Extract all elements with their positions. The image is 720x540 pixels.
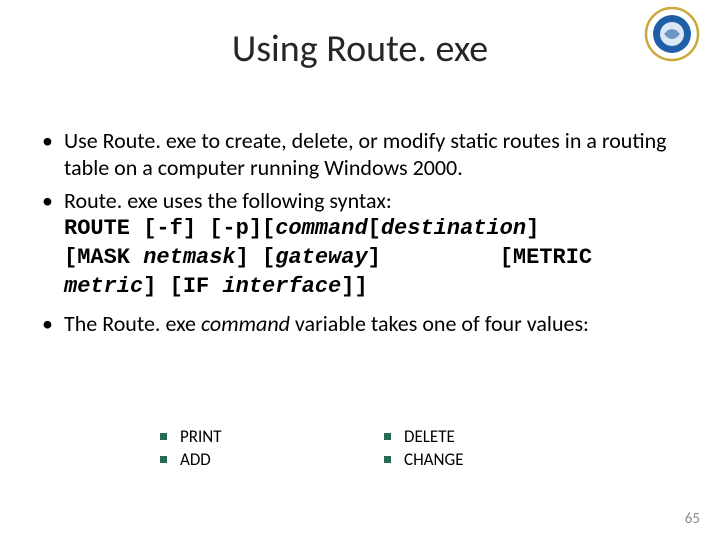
slide-title: Using Route. exe	[0, 0, 720, 72]
slide: Using Route. exe Use Route. exe to creat…	[0, 0, 720, 540]
bullet-item-1: Use Route. exe to create, delete, or mod…	[36, 128, 684, 182]
bullet-3-post: variable takes one of four values:	[290, 310, 589, 337]
syntax-p14: ]]	[341, 274, 367, 299]
syntax-p5: [MASK	[64, 245, 143, 270]
syntax-p4: ]	[526, 216, 539, 241]
syntax-p12: ] [IF	[143, 274, 222, 299]
syntax-p6: netmask	[143, 245, 235, 270]
bullet-item-3: The Route. exe command variable takes on…	[36, 311, 684, 338]
value-delete: DELETE	[380, 426, 604, 449]
syntax-p0: ROUTE [-f] [-p][	[64, 216, 275, 241]
syntax-p8: gateway	[275, 245, 367, 270]
syntax-p9: ]	[368, 245, 381, 270]
values-col-2: DELETE CHANGE	[380, 426, 604, 472]
values-list-2: DELETE CHANGE	[380, 426, 604, 472]
bullet-item-2: Route. exe uses the following syntax: RO…	[36, 188, 684, 301]
page-number: 65	[685, 510, 700, 528]
value-print: PRINT	[156, 426, 380, 449]
syntax-p11: metric	[64, 274, 143, 299]
bullet-list: Use Route. exe to create, delete, or mod…	[36, 128, 684, 338]
org-seal-logo	[644, 6, 700, 62]
slide-body: Use Route. exe to create, delete, or mod…	[36, 128, 684, 344]
bullet-2-lead: Route. exe uses the following syntax:	[64, 187, 392, 214]
syntax-p10: [METRIC	[500, 245, 592, 270]
values-row: PRINT ADD DELETE CHANGE	[156, 426, 604, 472]
syntax-line: ROUTE [-f] [-p][command[destination] [MA…	[64, 216, 592, 299]
syntax-p1: command	[275, 216, 367, 241]
bullet-3-pre: The Route. exe	[64, 310, 201, 337]
syntax-p2: [	[368, 216, 381, 241]
values-list-1: PRINT ADD	[156, 426, 380, 472]
syntax-p7: ] [	[236, 245, 276, 270]
bullet-text-1: Use Route. exe to create, delete, or mod…	[64, 127, 667, 181]
syntax-p13: interface	[222, 274, 341, 299]
syntax-p3: destination	[381, 216, 526, 241]
bullet-3-em: command	[201, 310, 290, 337]
value-change: CHANGE	[380, 449, 604, 472]
value-add: ADD	[156, 449, 380, 472]
values-col-1: PRINT ADD	[156, 426, 380, 472]
